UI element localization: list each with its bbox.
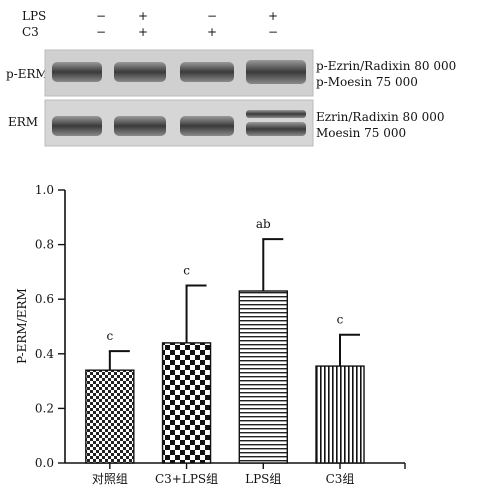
cond-label-lps: LPS	[22, 9, 46, 23]
blot-band	[180, 62, 234, 82]
blot-band	[114, 116, 166, 136]
cond-c3-3: +	[207, 25, 217, 39]
y-tick-label: 1.0	[35, 183, 54, 197]
blot-band	[114, 62, 166, 82]
cond-lps-3: −	[207, 9, 217, 23]
significance-label: c	[183, 264, 190, 278]
y-tick-label: 0.6	[35, 292, 54, 306]
band-label: Ezrin/Radixin 80 000	[316, 110, 445, 124]
x-tick-label: C3组	[326, 472, 355, 486]
significance-label: c	[337, 313, 344, 327]
x-tick-label: 对照组	[92, 472, 128, 486]
blot-band	[246, 122, 306, 136]
y-tick-label: 0.2	[35, 401, 54, 415]
band-label: p-Moesin 75 000	[316, 75, 418, 89]
blot-panel-p-erm: p-ERM p-Ezrin/Radixin 80 000 p-Moesin 75…	[6, 49, 456, 97]
x-tick-label: LPS组	[245, 472, 281, 486]
blot-band	[246, 110, 306, 118]
blot-band	[52, 116, 102, 136]
blot-band	[52, 62, 102, 82]
blot-panel-erm: ERM Ezrin/Radixin 80 000 Moesin 75 000	[8, 99, 445, 147]
bar	[85, 369, 135, 464]
significance-label: ab	[256, 217, 271, 231]
bar	[315, 365, 365, 464]
bar	[161, 342, 212, 464]
panel-label-erm: ERM	[8, 115, 38, 129]
band-label: Moesin 75 000	[316, 126, 406, 140]
y-tick-label: 0.4	[35, 347, 54, 361]
y-tick-label: 0.8	[35, 238, 54, 252]
cond-lps-2: +	[138, 9, 148, 23]
band-label: p-Ezrin/Radixin 80 000	[316, 59, 456, 73]
cond-lps-1: −	[96, 9, 106, 23]
x-tick-label: C3+LPS组	[155, 472, 218, 486]
panel-label-p-erm: p-ERM	[6, 67, 48, 81]
y-axis-label: P-ERM/ERM	[15, 288, 29, 364]
cond-c3-2: +	[138, 25, 148, 39]
significance-label: c	[106, 329, 113, 343]
bar-chart: P-ERM/ERM 0.0 0.2 0.4 0.6 0.8 1.0 c 对照组 c C3+LPS组…	[15, 183, 406, 486]
blot-conditions: LPS C3 − + − + − + + −	[22, 9, 278, 39]
cond-c3-4: −	[268, 25, 278, 39]
y-tick-label: 0.0	[35, 456, 54, 470]
bar	[238, 290, 288, 464]
blot-band	[180, 116, 234, 136]
cond-c3-1: −	[96, 25, 106, 39]
cond-label-c3: C3	[22, 25, 39, 39]
cond-lps-4: +	[268, 9, 278, 23]
blot-band	[246, 60, 306, 84]
